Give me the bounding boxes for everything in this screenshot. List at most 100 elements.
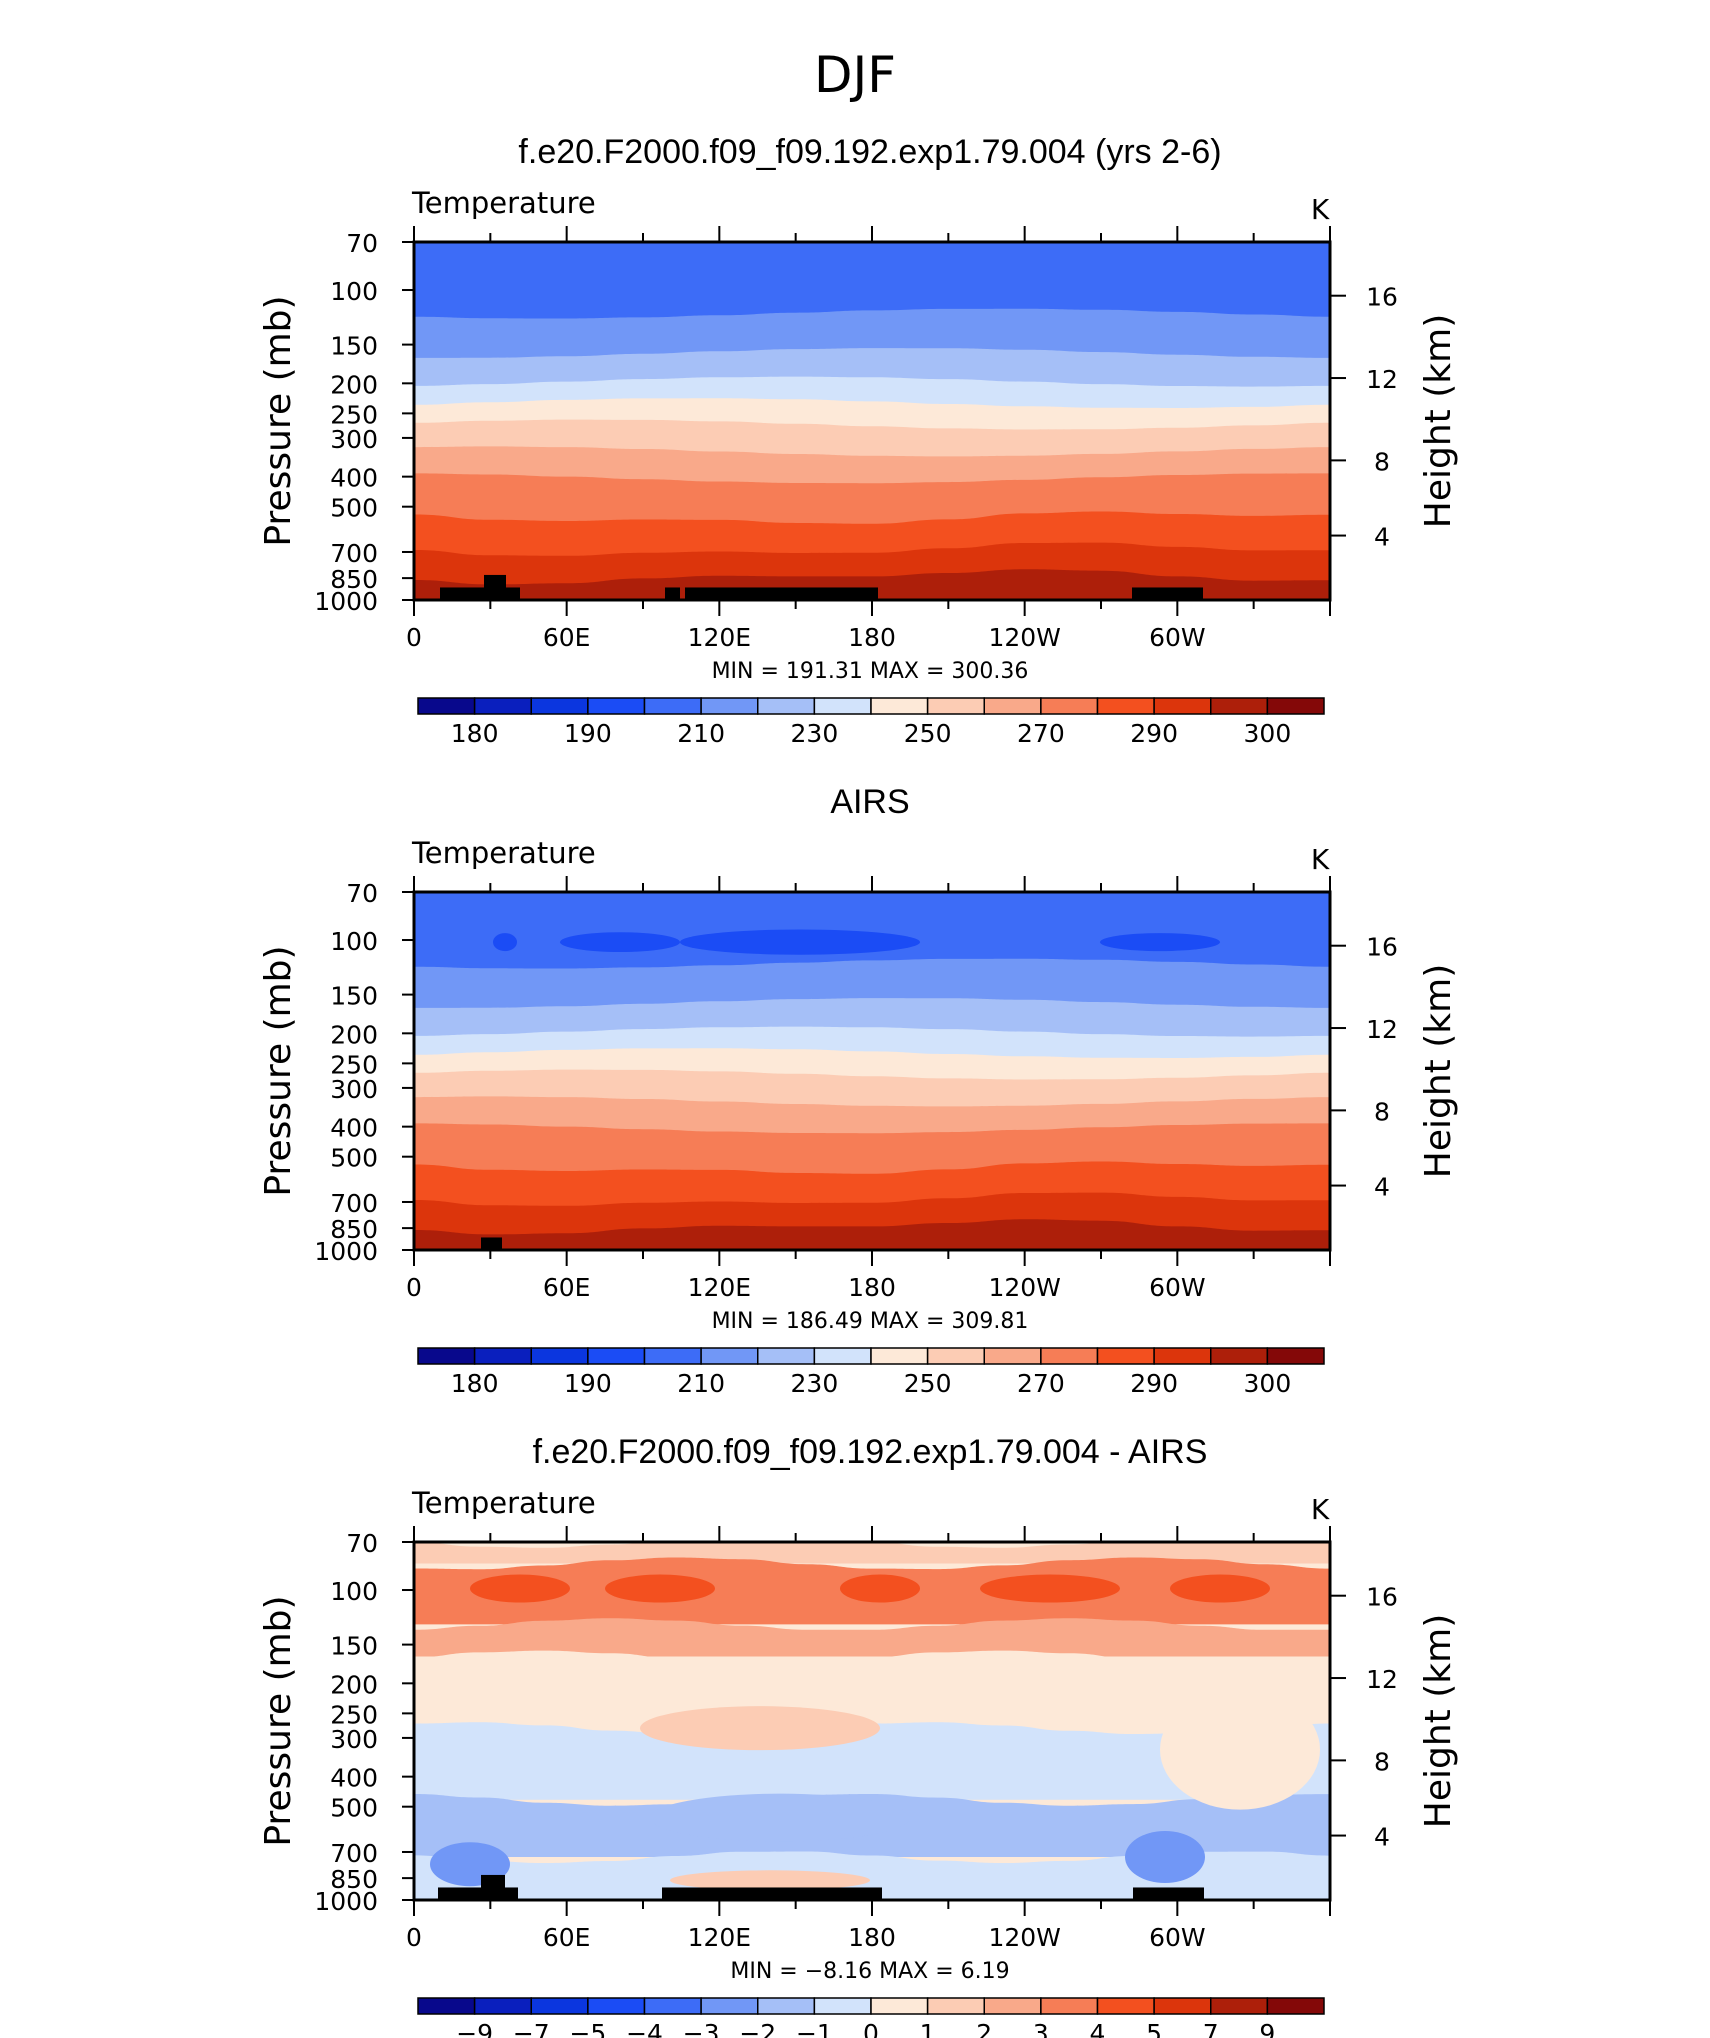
warm-core-contour xyxy=(840,1574,920,1603)
y-tick-label: 250 xyxy=(330,1050,378,1079)
cold-anomaly-contour xyxy=(1125,1831,1205,1884)
warm-anomaly-contour xyxy=(1160,1689,1320,1810)
colorbar-swatch xyxy=(643,1347,702,1365)
colorbar-swatch xyxy=(757,1347,816,1365)
x-tick-label: 60E xyxy=(543,1923,591,1952)
colorbar-label: 230 xyxy=(791,1369,839,1398)
y-tick-label: 500 xyxy=(330,494,378,523)
contour-band xyxy=(414,1722,1330,1800)
colorbar-label: 290 xyxy=(1130,1369,1178,1398)
colorbar-label: 1 xyxy=(920,2019,936,2038)
warm-anomaly-contour xyxy=(640,1706,880,1751)
y-axis-label: Pressure (mb) xyxy=(258,945,299,1196)
x-tick-label: 120W xyxy=(988,1923,1060,1952)
colorbar-swatch xyxy=(473,1997,532,2015)
colorbar-swatch xyxy=(983,1347,1042,1365)
colorbar-label: −5 xyxy=(569,2019,606,2038)
colorbar-swatch xyxy=(926,1347,985,1365)
colorbar-swatch xyxy=(870,1347,929,1365)
units-label: K xyxy=(1311,1493,1330,1526)
cold-anomaly-contour xyxy=(650,1793,910,1842)
y-tick-label: 400 xyxy=(330,1764,378,1793)
min-max-label: MIN = −8.16 MAX = 6.19 xyxy=(730,1959,1009,1984)
colorbar-label: 210 xyxy=(677,719,725,748)
topography-mask xyxy=(481,1237,502,1250)
panel-1: f.e20.F2000.f09_f09.192.exp1.79.004 (yrs… xyxy=(258,133,1459,748)
colorbar-swatch xyxy=(417,1997,476,2015)
plot-area xyxy=(414,892,1330,1250)
plot-area xyxy=(414,242,1330,600)
season-title: DJF xyxy=(814,46,896,104)
y-tick-label: 70 xyxy=(346,1529,378,1558)
y-tick-label: 1000 xyxy=(314,1887,378,1916)
y2-tick-label: 8 xyxy=(1374,447,1390,476)
colorbar-label: 180 xyxy=(451,1369,499,1398)
topography-mask xyxy=(484,574,506,600)
colorbar-swatch xyxy=(983,1997,1042,2015)
units-label: K xyxy=(1311,193,1330,226)
y-tick-label: 70 xyxy=(346,879,378,908)
y2-tick-label: 16 xyxy=(1366,1583,1398,1612)
colorbar-label: −4 xyxy=(626,2019,663,2038)
y-tick-label: 100 xyxy=(330,927,378,956)
contour-band xyxy=(414,1542,1330,1564)
colorbar-swatch xyxy=(1266,697,1325,715)
y2-tick-label: 12 xyxy=(1366,1015,1398,1044)
y-tick-label: 1000 xyxy=(314,587,378,616)
colorbar-label: 230 xyxy=(791,719,839,748)
y-tick-label: 150 xyxy=(330,332,378,361)
left-string: Temperature xyxy=(411,186,596,220)
x-tick-label: 180 xyxy=(848,623,896,652)
x-tick-label: 60W xyxy=(1149,623,1206,652)
colorbar-swatch xyxy=(530,1347,589,1365)
colorbar-swatch xyxy=(1266,1997,1325,2015)
x-tick-label: 60W xyxy=(1149,1273,1206,1302)
panel-title: f.e20.F2000.f09_f09.192.exp1.79.004 - AI… xyxy=(533,1433,1208,1471)
contour-band xyxy=(414,1650,1330,1729)
warm-core-contour xyxy=(605,1574,715,1603)
colorbar-swatch xyxy=(757,697,816,715)
y-tick-label: 700 xyxy=(330,1189,378,1218)
colorbar-label: 190 xyxy=(564,719,612,748)
colorbar-swatch xyxy=(473,1347,532,1365)
colorbar-swatch xyxy=(1096,697,1155,715)
colorbar-swatch xyxy=(1210,1347,1269,1365)
x-tick-label: 120E xyxy=(688,1923,752,1952)
colorbar-swatch xyxy=(530,1997,589,2015)
contour-band xyxy=(414,1851,1330,1900)
y-tick-label: 150 xyxy=(330,1632,378,1661)
colorbar-swatch xyxy=(700,697,759,715)
y-tick-label: 850 xyxy=(330,565,378,594)
colorbar-swatch xyxy=(1153,1347,1212,1365)
x-tick-label: 120E xyxy=(688,1273,752,1302)
y2-tick-label: 4 xyxy=(1374,1823,1390,1852)
colorbar-swatch xyxy=(757,1997,816,2015)
min-max-label: MIN = 191.31 MAX = 300.36 xyxy=(712,659,1029,684)
topography-mask xyxy=(662,1887,882,1900)
panel-3: f.e20.F2000.f09_f09.192.exp1.79.004 - AI… xyxy=(258,1433,1459,2038)
min-max-label: MIN = 186.49 MAX = 309.81 xyxy=(712,1309,1029,1334)
colorbar-swatch xyxy=(700,1997,759,2015)
y-tick-label: 100 xyxy=(330,1577,378,1606)
warm-anomaly-contour xyxy=(670,1870,870,1891)
colorbar-label: 250 xyxy=(904,1369,952,1398)
x-tick-label: 120W xyxy=(988,1273,1060,1302)
y-tick-label: 1000 xyxy=(314,1237,378,1266)
x-tick-label: 60E xyxy=(543,1273,591,1302)
colorbar-label: 4 xyxy=(1090,2019,1106,2038)
x-tick-label: 180 xyxy=(848,1923,896,1952)
colorbar-swatch xyxy=(473,697,532,715)
colorbar-label: −3 xyxy=(683,2019,720,2038)
colorbar-label: 290 xyxy=(1130,719,1178,748)
colorbar-label: −9 xyxy=(456,2019,493,2038)
y2-tick-label: 16 xyxy=(1366,933,1398,962)
y-axis-label: Pressure (mb) xyxy=(258,1595,299,1846)
colorbar-label: −1 xyxy=(796,2019,833,2038)
colorbar-label: 270 xyxy=(1017,719,1065,748)
y-tick-label: 250 xyxy=(330,400,378,429)
y-tick-label: 850 xyxy=(330,1215,378,1244)
y-tick-label: 300 xyxy=(330,1725,378,1754)
x-tick-label: 60W xyxy=(1149,1923,1206,1952)
colorbar-swatch xyxy=(813,697,872,715)
